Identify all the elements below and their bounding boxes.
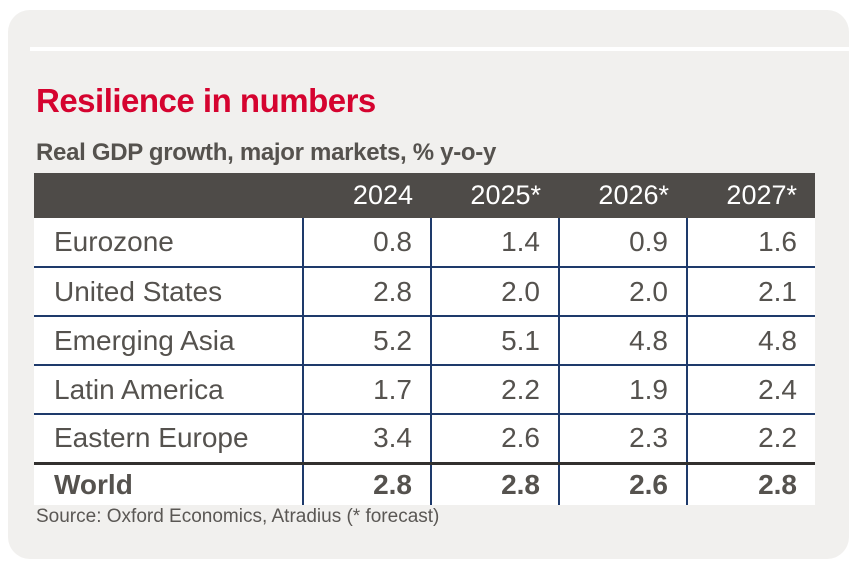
table-row: Latin America 1.7 2.2 1.9 2.4 — [34, 364, 815, 414]
year-column-header: 2026* — [559, 173, 687, 218]
row-label: Latin America — [34, 364, 303, 414]
cell-value: 3.4 — [302, 413, 431, 463]
cell-value: 1.6 — [686, 218, 815, 267]
cell-value: 2.8 — [686, 461, 815, 505]
table-row: Emerging Asia 5.2 5.1 4.8 4.8 — [34, 315, 815, 365]
row-label: Eurozone — [54, 226, 174, 257]
cell-value: 2.2 — [430, 364, 559, 414]
table-subtitle: Real GDP growth, major markets, % y-o-y — [36, 139, 496, 166]
table-row: United States 2.8 2.0 2.0 2.1 — [34, 266, 815, 316]
cell-value: 2.0 — [558, 266, 687, 316]
row-label: Eastern Europe — [34, 413, 303, 463]
source-note: Source: Oxford Economics, Atradius (* fo… — [36, 506, 440, 527]
world-total-row: World 2.8 2.8 2.6 2.8 — [34, 461, 815, 505]
cell-value: 2.0 — [430, 266, 559, 316]
year-column-header: 2025* — [431, 173, 559, 218]
cell-value: 1.7 — [302, 364, 431, 414]
cell-value: 2.2 — [686, 413, 815, 463]
corner-cell — [34, 173, 303, 218]
cell-value: 5.1 — [430, 315, 559, 365]
cell-value: 1.4 — [430, 218, 559, 267]
table-body: Eurozone 0.8 1.4 0.9 1.6 United States 2.8 2.0 2… — [34, 218, 815, 505]
cell-value: 2.8 — [430, 461, 559, 505]
cell-value: 2.8 — [302, 461, 431, 505]
page-title: Resilience in numbers — [36, 82, 376, 119]
table-row: Eastern Europe 3.4 2.6 2.3 2.2 — [34, 413, 815, 463]
cell-value: 2.8 — [302, 266, 431, 316]
gdp-growth-table: 2024 2025* 2026* 2027* Eurozone 0.8 1.4 0.9 1.6… — [34, 173, 815, 505]
row-label: World — [34, 461, 303, 505]
row-label: Emerging Asia — [34, 315, 303, 365]
cell-value: 2.6 — [558, 461, 687, 505]
cell-value: 2.4 — [686, 364, 815, 414]
cell-value: 4.8 — [558, 315, 687, 365]
table-header-row: 2024 2025* 2026* 2027* — [34, 173, 815, 218]
table-header: 2024 2025* 2026* 2027* — [34, 173, 815, 218]
cell-value: 2.3 — [558, 413, 687, 463]
cell-value: 1.9 — [558, 364, 687, 414]
year-column-header: 2027* — [687, 173, 815, 218]
cell-value: 4.8 — [686, 315, 815, 365]
row-label: United States — [34, 266, 303, 316]
cell-value: 0.8 — [302, 218, 431, 267]
table-row: Eurozone 0.8 1.4 0.9 1.6 — [34, 218, 815, 267]
year-column-header: 2024 — [303, 173, 431, 218]
cell-value: 5.2 — [302, 315, 431, 365]
cell-value: 2.6 — [430, 413, 559, 463]
cell-value: 2.1 — [686, 266, 815, 316]
top-divider-rule — [30, 47, 851, 51]
cell-value: 0.9 — [558, 218, 687, 267]
